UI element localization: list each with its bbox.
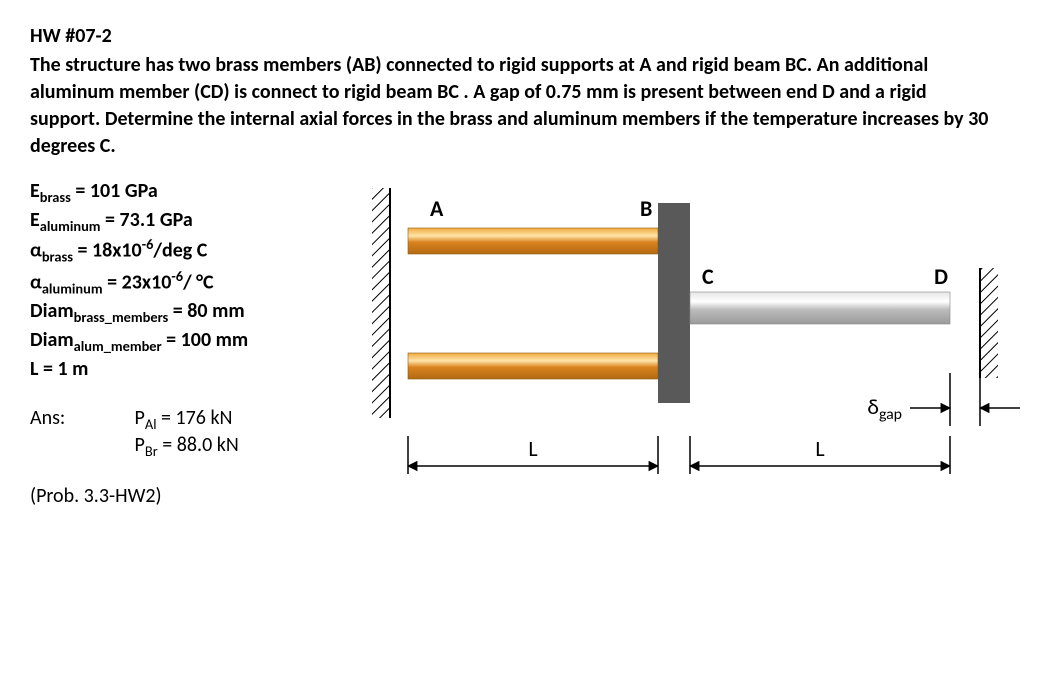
ans-label: Ans: (30, 406, 130, 430)
svg-text:D: D (934, 263, 948, 290)
val: 23x10 (122, 270, 172, 294)
problem-statement: The structure has two brass members (AB)… (30, 52, 990, 160)
diagram-svg: A B C D L Lδgap (370, 178, 1030, 518)
sub: brass (40, 188, 71, 206)
exp: -6 (171, 267, 183, 285)
answers-block: Ans: PAl = 176 kN PBr = 88.0 kN (30, 406, 370, 460)
sub: brass (42, 248, 73, 266)
val: 88.0 kN (177, 433, 239, 457)
unit: /deg C (153, 239, 207, 263)
svg-text:L: L (815, 435, 824, 462)
sym: Diam (30, 299, 74, 323)
parameters-block: Ebrass = 101 GPa Ealuminum = 73.1 GPa αb… (30, 178, 370, 382)
param-L: L = 1 m (30, 356, 370, 382)
sub: aluminum (42, 279, 103, 297)
param-e-brass: Ebrass = 101 GPa (30, 178, 370, 207)
svg-text:L: L (528, 435, 537, 462)
sub: brass_members (74, 308, 169, 326)
val: 73.1 GPa (120, 208, 193, 232)
problem-reference: (Prob. 3.3-HW2) (30, 484, 370, 508)
sym: L (30, 357, 38, 381)
val: 80 mm (187, 299, 244, 323)
sym: E (30, 179, 40, 203)
val: 1 m (57, 357, 88, 381)
svg-text:A: A (430, 195, 444, 222)
param-e-al: Ealuminum = 73.1 GPa (30, 207, 370, 236)
val: 101 GPa (90, 179, 158, 203)
content-columns: Ebrass = 101 GPa Ealuminum = 73.1 GPa αb… (30, 178, 1010, 528)
left-column: Ebrass = 101 GPa Ealuminum = 73.1 GPa αb… (30, 178, 370, 508)
svg-text:B: B (640, 195, 652, 222)
sym: E (30, 208, 40, 232)
sym: Diam (30, 328, 74, 352)
svg-text:δgap: δgap (867, 393, 902, 424)
sub: Br (145, 442, 158, 460)
param-d-brass: Diambrass_members = 80 mm (30, 298, 370, 327)
sym: α (30, 270, 42, 294)
sub: Al (145, 415, 157, 433)
sym: P (135, 433, 145, 457)
structure-diagram: A B C D L Lδgap (370, 178, 1010, 528)
param-a-brass: αbrass = 18x10-6/deg C (30, 235, 370, 266)
hw-title: HW #07-2 (30, 24, 1010, 48)
sym: α (30, 239, 42, 263)
svg-text:C: C (702, 263, 714, 290)
val: 100 mm (181, 328, 248, 352)
param-d-al: Diamalum_member = 100 mm (30, 327, 370, 356)
val: 18x10 (92, 239, 142, 263)
sub: aluminum (40, 217, 101, 235)
val: 176 kN (176, 406, 233, 430)
unit: / °C (183, 270, 214, 294)
sub: alum_member (74, 337, 162, 355)
ans-values: PAl = 176 kN PBr = 88.0 kN (135, 406, 239, 460)
ans-p-al: PAl = 176 kN (135, 406, 233, 430)
exp: -6 (142, 235, 154, 253)
sym: P (135, 406, 145, 430)
param-a-al: αaluminum = 23x10-6/ °C (30, 267, 370, 298)
ans-p-br: PBr = 88.0 kN (135, 433, 239, 457)
